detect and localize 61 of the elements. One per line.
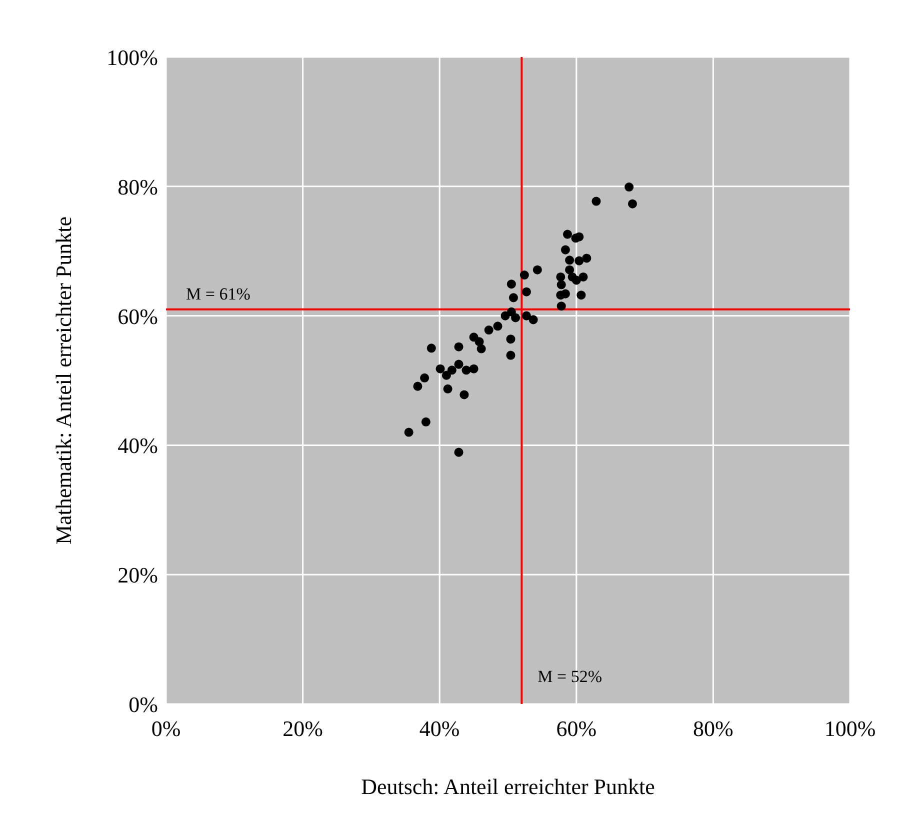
point [522, 311, 531, 320]
point [556, 272, 566, 282]
x-tick-label: 80% [693, 716, 734, 741]
point [628, 199, 637, 208]
point [436, 364, 445, 374]
point [476, 344, 486, 354]
x-tick-label: 20% [282, 716, 323, 741]
point [426, 344, 436, 353]
y-tick-label: 100% [106, 45, 158, 70]
point [420, 373, 430, 382]
point [454, 342, 464, 352]
point [522, 287, 531, 296]
point [447, 366, 456, 375]
point [469, 364, 478, 374]
y-tick-label: 40% [118, 433, 158, 458]
point [462, 366, 471, 375]
x-tick-label: 60% [556, 716, 597, 741]
point [592, 196, 601, 206]
point [574, 232, 584, 242]
point [565, 256, 574, 265]
point [565, 265, 574, 274]
point [508, 293, 518, 302]
point [560, 289, 570, 298]
point [421, 417, 430, 426]
point [556, 302, 566, 311]
point [532, 265, 542, 274]
point [624, 182, 634, 192]
point [404, 428, 414, 437]
y-tick-label: 60% [118, 304, 158, 329]
ref-line-label: M = 52% [538, 667, 602, 686]
ref-line-label: M = 61% [186, 284, 250, 304]
point [443, 384, 452, 394]
point [442, 370, 451, 380]
point [506, 334, 516, 344]
point [556, 280, 566, 290]
x-tick-label: 40% [419, 716, 460, 741]
point [578, 272, 588, 282]
point [454, 448, 464, 457]
point [528, 315, 538, 324]
point [506, 280, 516, 289]
point [520, 270, 529, 280]
point [484, 326, 494, 335]
y-tick-label: 0% [128, 692, 158, 717]
x-axis-title: Deutsch: Anteil erreichter Punkte [361, 774, 655, 799]
y-tick-label: 20% [118, 562, 158, 588]
point [493, 322, 502, 331]
point [562, 230, 572, 239]
point [413, 382, 422, 391]
point [454, 360, 464, 369]
x-tick-label: 0% [151, 716, 181, 741]
point [576, 290, 586, 300]
y-axis-title: Mathematik: Anteil erreichter Punkte [51, 216, 76, 545]
point [511, 313, 520, 322]
x-tick-label: 100% [824, 716, 876, 741]
point [560, 245, 570, 254]
point [572, 276, 581, 285]
point [460, 390, 469, 400]
point [506, 350, 516, 360]
y-tick-label: 80% [118, 174, 158, 200]
point [582, 254, 592, 263]
point [574, 256, 584, 266]
